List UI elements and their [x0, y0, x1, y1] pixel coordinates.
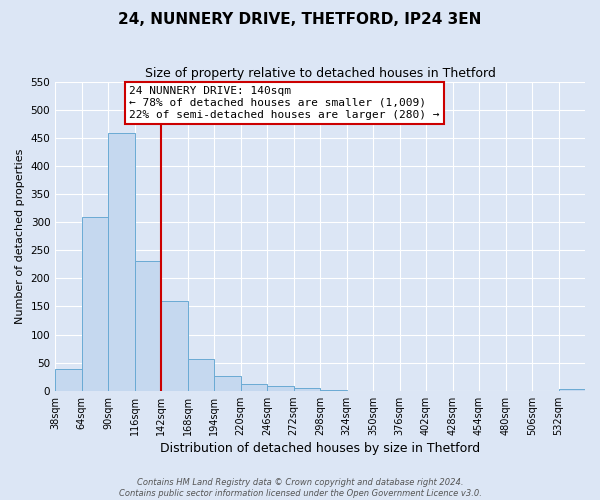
Bar — [241, 384, 267, 390]
Y-axis label: Number of detached properties: Number of detached properties — [15, 148, 25, 324]
Bar — [188, 358, 214, 390]
Bar — [214, 376, 241, 390]
Bar — [267, 386, 293, 390]
Bar — [293, 388, 320, 390]
Text: 24, NUNNERY DRIVE, THETFORD, IP24 3EN: 24, NUNNERY DRIVE, THETFORD, IP24 3EN — [118, 12, 482, 28]
X-axis label: Distribution of detached houses by size in Thetford: Distribution of detached houses by size … — [160, 442, 480, 455]
Bar — [161, 301, 188, 390]
Text: 24 NUNNERY DRIVE: 140sqm
← 78% of detached houses are smaller (1,009)
22% of sem: 24 NUNNERY DRIVE: 140sqm ← 78% of detach… — [130, 86, 440, 120]
Bar — [82, 216, 108, 390]
Title: Size of property relative to detached houses in Thetford: Size of property relative to detached ho… — [145, 68, 496, 80]
Bar — [108, 134, 134, 390]
Bar — [134, 262, 161, 390]
Bar — [55, 370, 82, 390]
Bar — [559, 389, 585, 390]
Text: Contains HM Land Registry data © Crown copyright and database right 2024.
Contai: Contains HM Land Registry data © Crown c… — [119, 478, 481, 498]
